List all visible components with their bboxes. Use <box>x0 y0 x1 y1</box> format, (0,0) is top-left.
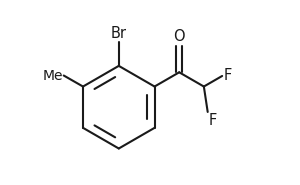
Text: O: O <box>173 29 185 44</box>
Text: F: F <box>208 113 217 128</box>
Text: Me: Me <box>42 68 63 83</box>
Text: F: F <box>224 68 232 83</box>
Text: Br: Br <box>111 26 127 41</box>
